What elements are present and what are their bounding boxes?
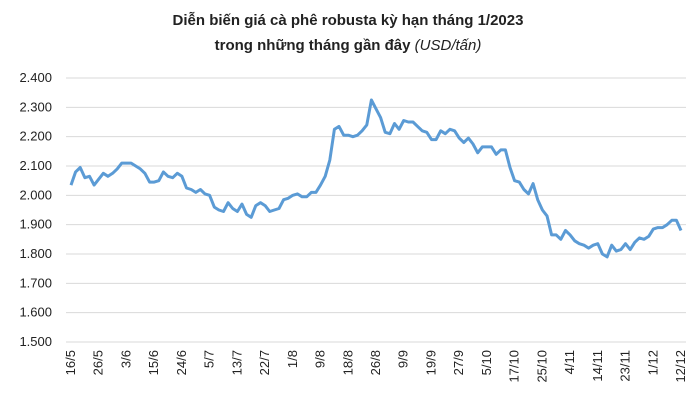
y-tick-label: 1.600: [19, 305, 52, 320]
x-tick-label: 26/8: [368, 350, 383, 375]
y-tick-label: 2.000: [19, 187, 52, 202]
x-tick-label: 15/6: [146, 350, 161, 375]
x-tick-label: 4/11: [562, 350, 577, 374]
x-tick-label: 5/7: [202, 350, 217, 368]
y-tick-label: 1.900: [19, 217, 52, 232]
y-tick-label: 2.400: [19, 70, 52, 85]
chart-title: Diễn biến giá cà phê robusta kỳ hạn thán…: [173, 12, 524, 29]
x-tick-label: 25/10: [534, 350, 549, 383]
x-tick-label: 13/7: [229, 350, 244, 375]
y-tick-label: 2.200: [19, 129, 52, 144]
chart-subtitle: trong những tháng gần đây (USD/tấn): [215, 37, 482, 54]
x-tick-label: 22/7: [257, 350, 272, 375]
line: [69, 98, 683, 259]
x-tick-label: 3/6: [118, 350, 133, 368]
subtitle: trong những tháng gần đây: [215, 37, 412, 54]
x-tick-label: 1/12: [645, 350, 660, 375]
x-tick-label: 24/6: [174, 350, 189, 375]
unit: (USD/tấn): [415, 37, 482, 54]
x-tick-label: 19/9: [423, 350, 438, 375]
y-tick-label: 2.300: [19, 99, 52, 114]
y-tick-label: 2.100: [19, 158, 52, 173]
x-tick-label: 9/9: [396, 350, 411, 368]
y-tick-label: 1.700: [19, 275, 52, 290]
x-tick-label: 17/10: [507, 350, 522, 383]
x-tick-label: 1/8: [285, 350, 300, 368]
x-tick-label: 18/8: [340, 350, 355, 375]
y-tick-label: 1.800: [19, 246, 52, 261]
x-tick-label: 27/9: [451, 350, 466, 375]
x-tick-label: 12/12: [673, 350, 688, 383]
x-tick-label: 14/11: [590, 350, 605, 382]
y-tick-label: 1.500: [19, 334, 52, 349]
x-tick-label: 9/8: [313, 350, 328, 368]
x-tick-label: 23/11: [618, 350, 633, 382]
x-tick-label: 5/10: [479, 350, 494, 375]
x-tick-label: 16/5: [63, 350, 78, 375]
x-tick-label: 26/5: [91, 350, 106, 375]
